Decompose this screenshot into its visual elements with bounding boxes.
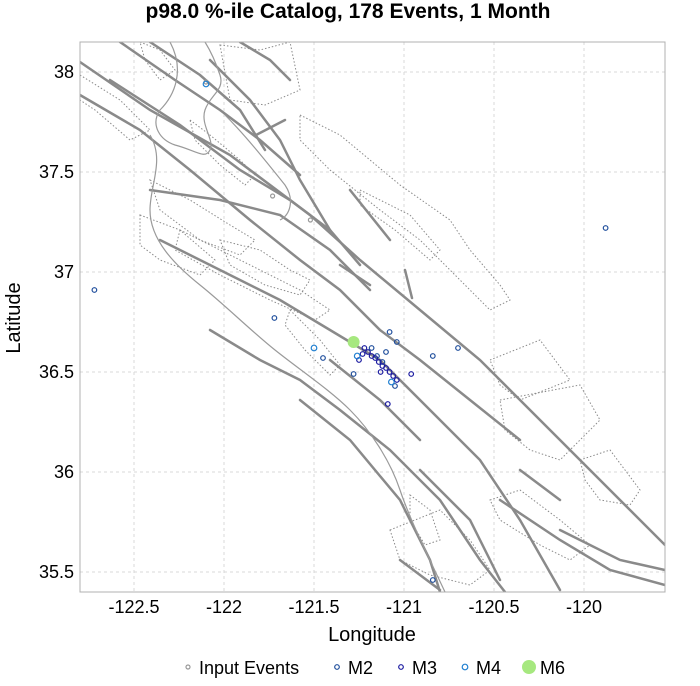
point-m2 xyxy=(379,359,386,365)
y-axis-label: Latitude xyxy=(3,282,25,353)
legend: Input Events M2 M3 M4 M6 xyxy=(185,658,565,678)
point-m4 xyxy=(388,378,395,386)
point-m2 xyxy=(350,371,357,377)
x-tick-label: -120.5 xyxy=(468,597,519,617)
point-m2 xyxy=(383,349,389,355)
y-tick-label: 37.5 xyxy=(39,162,74,182)
legend-marker-input-events xyxy=(185,664,191,670)
x-tick-label: -122.5 xyxy=(108,597,159,617)
plot-frame xyxy=(79,41,666,593)
point-m3 xyxy=(386,369,393,375)
y-tick-label: 38 xyxy=(54,62,74,82)
legend-marker-m6 xyxy=(522,660,536,674)
chart-title: p98.0 %-ile Catalog, 178 Events, 1 Month xyxy=(146,0,551,23)
point-m3 xyxy=(372,355,379,361)
y-tick-label: 36 xyxy=(54,462,74,482)
plot-area xyxy=(80,42,665,592)
point-m2 xyxy=(386,329,393,335)
point-m4 xyxy=(310,344,318,352)
point-m2 xyxy=(320,355,326,361)
point-m3 xyxy=(375,359,382,365)
point-m3 xyxy=(383,365,389,371)
point-m3 xyxy=(377,369,384,375)
x-tick-label: -121 xyxy=(386,597,422,617)
x-tick-label: -121.5 xyxy=(288,597,339,617)
legend-label-m4: M4 xyxy=(476,658,501,678)
point-m3 xyxy=(361,345,368,351)
legend-marker-m3 xyxy=(398,664,404,670)
point-m2 xyxy=(429,577,436,583)
x-tick-labels: -122.5 -122 -121.5 -121 -120.5 -120 xyxy=(108,597,602,617)
point-m2 xyxy=(392,383,398,389)
coastline xyxy=(149,42,446,592)
x-tick-label: -120 xyxy=(566,597,602,617)
point-input-events xyxy=(270,193,276,199)
legend-marker-m4 xyxy=(461,663,469,671)
x-axis-label: Longitude xyxy=(328,624,416,646)
point-m2 xyxy=(393,339,400,345)
legend-label-m3: M3 xyxy=(412,658,437,678)
point-m3 xyxy=(408,371,415,377)
y-tick-label: 37 xyxy=(54,262,74,282)
point-m2 xyxy=(368,345,375,351)
point-m2 xyxy=(271,315,278,321)
point-m3 xyxy=(365,349,371,355)
point-m6 xyxy=(347,336,360,348)
legend-marker-m2 xyxy=(334,664,340,670)
legend-label-m6: M6 xyxy=(540,658,565,678)
y-tick-label: 36.5 xyxy=(39,362,74,382)
point-m2 xyxy=(455,345,461,351)
point-m4 xyxy=(353,352,361,360)
point-m3 xyxy=(390,373,397,379)
legend-label-m2: M2 xyxy=(348,658,373,678)
point-m3 xyxy=(384,401,391,407)
x-tick-label: -122 xyxy=(206,597,242,617)
point-m2 xyxy=(429,353,436,359)
y-tick-labels: 35.5 36 36.5 37 37.5 38 xyxy=(39,62,74,582)
point-m2 xyxy=(91,287,98,293)
data-points xyxy=(91,79,609,583)
fault-hatched-zones xyxy=(80,42,641,586)
legend-label-input-events: Input Events xyxy=(199,658,299,678)
point-m4 xyxy=(202,80,210,88)
point-m3 xyxy=(359,351,366,357)
point-m2 xyxy=(602,225,609,231)
point-m3 xyxy=(393,377,400,383)
point-input-events xyxy=(307,217,313,223)
y-tick-label: 35.5 xyxy=(39,562,74,582)
